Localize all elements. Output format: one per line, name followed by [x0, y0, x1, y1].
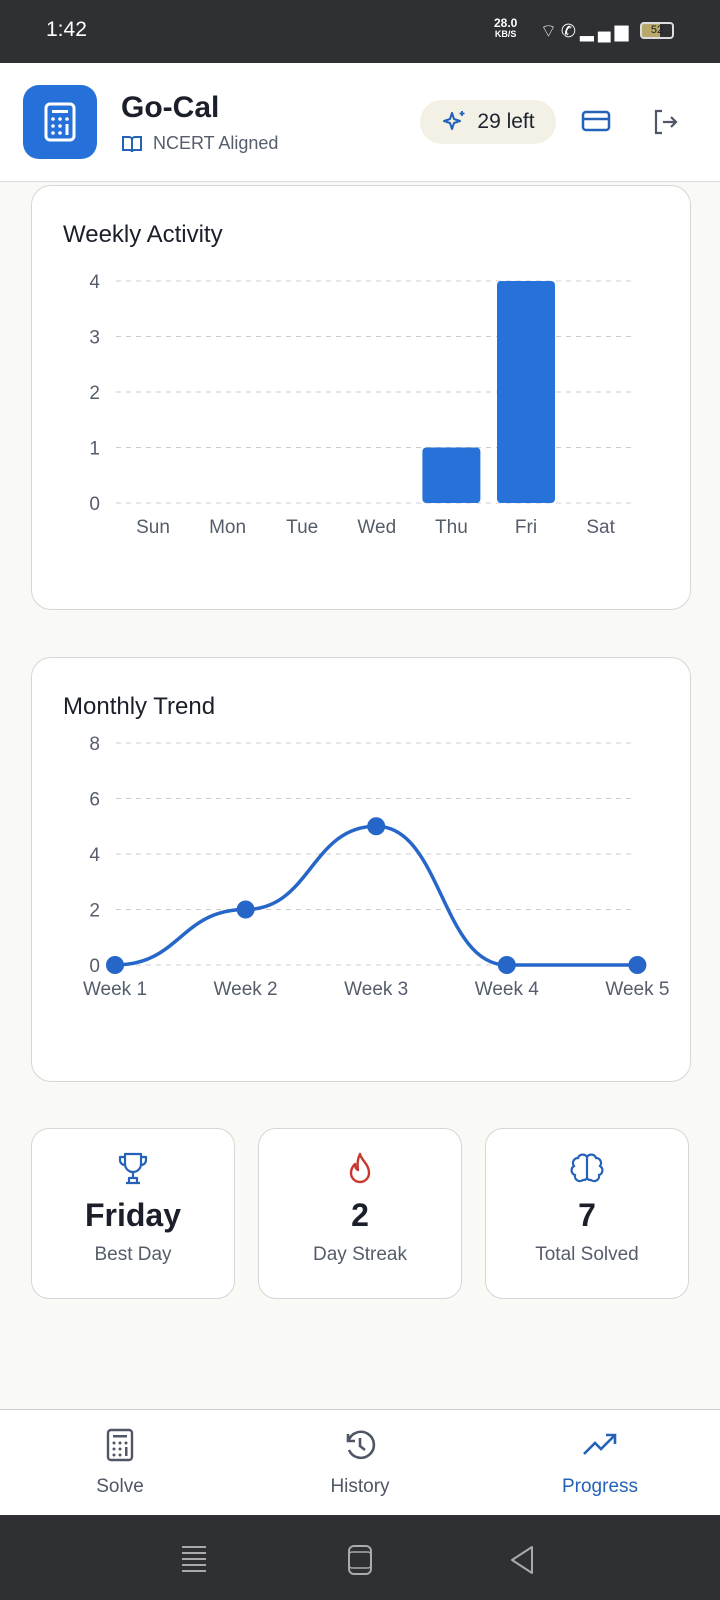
bar	[422, 447, 481, 503]
x-tick-label: Week 2	[214, 979, 278, 1000]
net-speed: 28.0 KB/S	[494, 16, 518, 39]
data-point	[367, 817, 386, 836]
system-nav-bar	[0, 1515, 720, 1600]
y-tick-label: 6	[89, 790, 100, 811]
x-tick-label: Week 3	[344, 979, 408, 1000]
weekly-activity-card: Weekly Activity 0 1 2 3 4 Sun Mon Tue Wed Thu Fri S…	[31, 185, 691, 610]
x-tick-label: Week 4	[475, 979, 540, 1000]
credits-badge[interactable]: 29 left	[420, 100, 556, 144]
brain-icon	[570, 1153, 604, 1183]
monthly-trend-chart: 0 2 4 6 8 Week 1 Week 2 Week 3 Week 4 Week 5	[83, 734, 669, 1000]
recents-icon[interactable]	[182, 1545, 206, 1573]
y-tick-label: 2	[89, 383, 100, 404]
weekly-activity-title: Weekly Activity	[63, 221, 223, 248]
monthly-trend-title: Monthly Trend	[63, 693, 216, 720]
weekly-activity-chart: 0 1 2 3 4 Sun Mon Tue Wed Thu Fri Sat	[89, 272, 636, 538]
home-icon[interactable]	[348, 1545, 372, 1575]
x-tick-label: Sun	[136, 517, 170, 538]
x-tick-label: Sat	[586, 517, 615, 538]
x-tick-label: Thu	[435, 517, 468, 538]
book-icon	[122, 135, 142, 152]
app-header: Go-Cal NCERT Aligned 29 left	[0, 63, 720, 182]
credit-card-icon[interactable]	[581, 108, 611, 134]
data-point	[236, 900, 255, 919]
nav-progress[interactable]: Progress	[520, 1428, 680, 1498]
stat-total-solved: 7 Total Solved	[485, 1128, 689, 1299]
subtitle: NCERT Aligned	[121, 133, 278, 154]
x-tick-label: Fri	[515, 517, 537, 538]
logout-icon[interactable]	[651, 108, 679, 136]
x-tick-label: Wed	[357, 517, 396, 538]
data-point	[106, 956, 124, 974]
y-tick-label: 8	[89, 734, 100, 755]
trophy-icon	[118, 1152, 148, 1185]
trending-up-icon	[583, 1433, 617, 1455]
nav-solve[interactable]: Solve	[40, 1428, 200, 1498]
y-tick-label: 4	[89, 845, 100, 866]
status-bar: 1:42 28.0 KB/S ⌔✆▂▄▆ 52	[0, 0, 720, 63]
data-point	[497, 956, 516, 974]
signal-icons: ⌔✆▂▄▆	[540, 21, 633, 41]
stat-day-streak: 2 Day Streak	[258, 1128, 462, 1299]
y-tick-label: 0	[89, 494, 100, 515]
y-tick-label: 4	[89, 272, 100, 293]
x-tick-label: Week 5	[605, 979, 669, 1000]
data-point	[628, 956, 647, 974]
sparkles-icon	[443, 111, 465, 130]
stat-best-day: Friday Best Day	[31, 1128, 235, 1299]
clock: 1:42	[46, 18, 87, 41]
history-icon	[346, 1430, 376, 1460]
monthly-trend-card: Monthly Trend 0 2 4 6 8 Week 1 Week 2 Week 3 Wee…	[31, 657, 691, 1082]
bottom-nav: Solve History Progress	[0, 1409, 720, 1515]
back-icon[interactable]	[510, 1545, 534, 1575]
x-tick-label: Mon	[209, 517, 246, 538]
app-title: Go-Cal	[121, 91, 220, 124]
flame-icon	[349, 1152, 371, 1184]
x-tick-label: Tue	[286, 517, 318, 538]
y-tick-label: 0	[89, 956, 100, 977]
battery-icon: 52	[640, 22, 674, 39]
calculator-icon	[106, 1428, 134, 1462]
y-tick-label: 1	[89, 439, 100, 460]
calculator-logo-icon	[23, 85, 97, 159]
nav-history[interactable]: History	[280, 1428, 440, 1498]
x-tick-label: Week 1	[83, 979, 147, 1000]
trend-line	[114, 824, 638, 967]
bar	[497, 281, 555, 503]
y-tick-label: 2	[89, 901, 100, 922]
y-tick-label: 3	[89, 328, 100, 349]
